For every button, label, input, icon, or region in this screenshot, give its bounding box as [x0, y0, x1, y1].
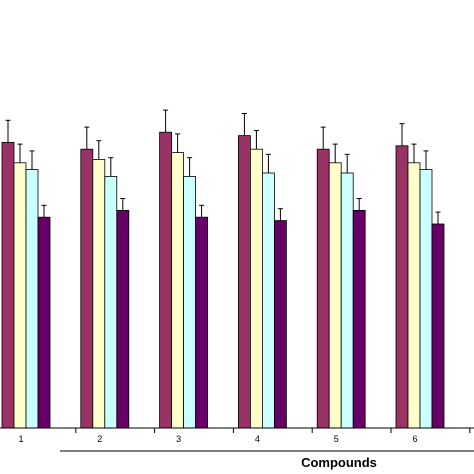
bar-series2-cat3: [171, 152, 185, 429]
error-bar-series4-cat6: [435, 211, 441, 224]
x-tick-label-6: 6: [412, 434, 417, 444]
bar-series4-cat6: [431, 223, 445, 429]
bar-series4-cat5: [352, 209, 366, 429]
error-bar-series2-cat6: [411, 143, 417, 163]
x-tick-label-2: 2: [97, 434, 102, 444]
bar-series3-cat3: [183, 175, 197, 429]
error-bar-series2-cat4: [253, 130, 259, 150]
bars-layer: [1, 109, 445, 429]
bar-series1-cat1: [1, 141, 15, 429]
bar-series2-cat4: [249, 148, 263, 429]
error-bar-series1-cat3: [163, 109, 169, 133]
error-bar-series2-cat1: [17, 143, 23, 163]
error-bar-series1-cat4: [241, 113, 247, 136]
bar-series3-cat2: [104, 175, 118, 429]
bar-series4-cat4: [273, 220, 287, 429]
x-tick-label-3: 3: [176, 434, 181, 444]
bar-series2-cat1: [13, 162, 27, 429]
bar-series3-cat4: [261, 172, 275, 429]
bar-series1-cat6: [395, 145, 409, 429]
bar-series2-cat5: [328, 162, 342, 429]
error-bar-series3-cat5: [344, 153, 350, 173]
x-tick-label-1: 1: [18, 434, 23, 444]
bar-series3-cat5: [340, 172, 354, 429]
error-bar-series1-cat2: [84, 126, 90, 150]
bar-series3-cat1: [25, 169, 39, 429]
error-bar-series4-cat5: [356, 198, 362, 211]
error-bar-series3-cat4: [265, 153, 271, 173]
bar-series2-cat6: [407, 162, 421, 429]
error-bar-series2-cat5: [332, 143, 338, 163]
bar-series3-cat6: [419, 169, 433, 429]
x-tick-label-5: 5: [334, 434, 339, 444]
x-tick-label-4: 4: [255, 434, 260, 444]
error-bar-series4-cat3: [199, 204, 205, 218]
error-bar-series3-cat1: [29, 150, 35, 170]
error-bar-series1-cat5: [320, 126, 326, 150]
bar-series1-cat4: [237, 135, 251, 429]
error-bar-series4-cat2: [120, 198, 126, 211]
bar-series2-cat2: [92, 158, 106, 429]
bar-series4-cat3: [195, 216, 209, 429]
bar-series1-cat3: [159, 131, 173, 429]
error-bar-series3-cat6: [423, 150, 429, 170]
x-axis-title: Compounds: [301, 455, 377, 470]
error-bar-series2-cat3: [175, 133, 181, 153]
error-bar-series2-cat2: [96, 140, 102, 160]
error-bar-series1-cat1: [5, 119, 11, 143]
bar-series4-cat2: [116, 209, 130, 429]
error-bar-series3-cat3: [187, 157, 193, 177]
bar-series1-cat5: [316, 148, 330, 429]
error-bar-series3-cat2: [108, 157, 114, 177]
error-bar-series4-cat1: [41, 204, 47, 218]
error-bar-series4-cat4: [277, 208, 283, 221]
error-bar-series1-cat6: [399, 123, 405, 146]
bar-series1-cat2: [80, 148, 94, 429]
bar-series4-cat1: [37, 216, 51, 429]
x-ticks-layer: 1 2 3 4 5 6: [18, 428, 471, 444]
